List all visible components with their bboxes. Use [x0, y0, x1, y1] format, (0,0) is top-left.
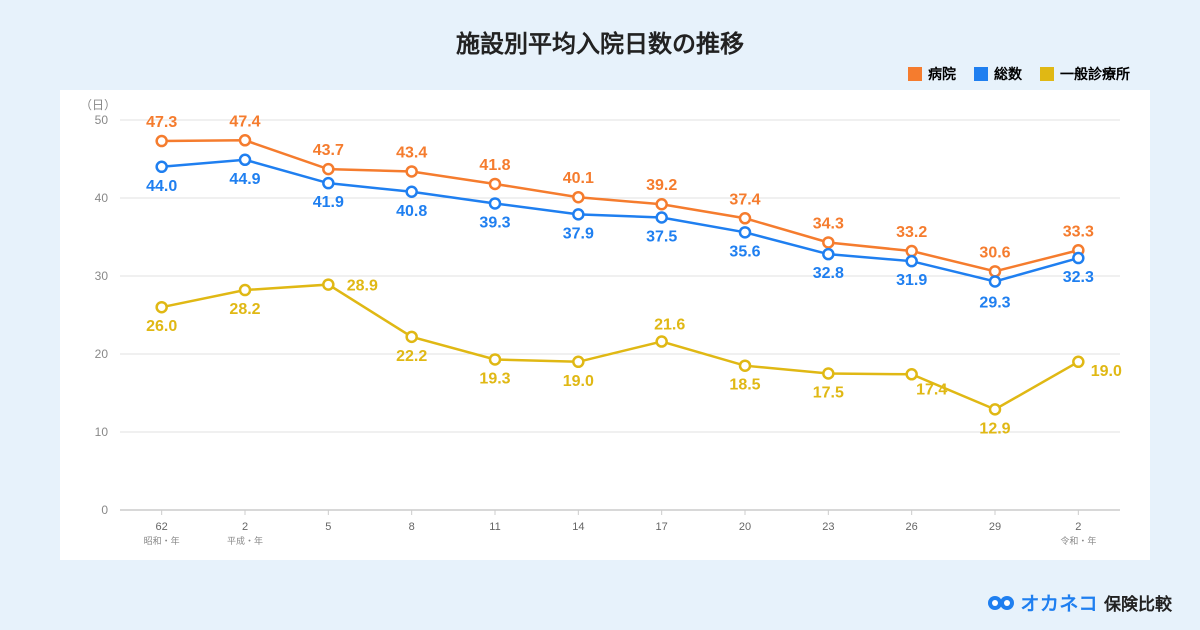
legend-item: 病院	[908, 64, 956, 84]
svg-text:37.4: 37.4	[729, 191, 760, 208]
svg-text:47.3: 47.3	[146, 114, 177, 131]
brand-mask-icon	[988, 594, 1014, 612]
svg-text:12.9: 12.9	[979, 420, 1010, 437]
svg-text:47.4: 47.4	[229, 113, 260, 130]
svg-text:22.2: 22.2	[396, 348, 427, 365]
svg-text:34.3: 34.3	[813, 215, 844, 232]
svg-text:26: 26	[906, 521, 918, 533]
legend-label: 一般診療所	[1060, 64, 1130, 84]
svg-text:26.0: 26.0	[146, 318, 177, 335]
svg-text:32.8: 32.8	[813, 265, 844, 282]
svg-text:19.3: 19.3	[479, 370, 510, 387]
svg-text:2: 2	[242, 521, 248, 533]
svg-text:41.8: 41.8	[479, 157, 510, 174]
svg-text:19.0: 19.0	[563, 373, 594, 390]
svg-text:20: 20	[95, 347, 109, 361]
svg-text:14: 14	[572, 521, 584, 533]
svg-text:33.3: 33.3	[1063, 223, 1094, 240]
svg-text:32.3: 32.3	[1063, 269, 1094, 286]
svg-text:19.0: 19.0	[1091, 363, 1122, 380]
svg-text:2: 2	[1075, 521, 1081, 533]
svg-text:5: 5	[325, 521, 331, 533]
brand-text-primary: オカネコ	[1020, 589, 1098, 616]
svg-text:30: 30	[95, 269, 109, 283]
svg-text:40.1: 40.1	[563, 170, 594, 187]
chart-title: 施設別平均入院日数の推移	[0, 24, 1200, 59]
legend-swatch	[1040, 67, 1054, 81]
svg-text:29.3: 29.3	[979, 294, 1010, 311]
svg-text:0: 0	[101, 503, 108, 517]
svg-text:29: 29	[989, 521, 1001, 533]
svg-text:17.5: 17.5	[813, 385, 844, 402]
svg-text:21.6: 21.6	[654, 317, 685, 334]
legend: 病院 総数 一般診療所	[908, 64, 1130, 84]
chart-panel: （日） 0102030405062昭和・年2平成・年58111417202326…	[60, 90, 1150, 560]
svg-text:23: 23	[822, 521, 834, 533]
svg-text:令和・年: 令和・年	[1060, 535, 1096, 546]
svg-text:40: 40	[95, 191, 109, 205]
svg-text:8: 8	[409, 521, 415, 533]
legend-label: 総数	[994, 64, 1022, 84]
svg-text:昭和・年: 昭和・年	[144, 535, 180, 546]
svg-text:10: 10	[95, 425, 109, 439]
svg-text:37.9: 37.9	[563, 225, 594, 242]
svg-text:37.5: 37.5	[646, 229, 677, 246]
svg-text:28.2: 28.2	[229, 301, 260, 318]
svg-text:20: 20	[739, 521, 751, 533]
svg-text:39.3: 39.3	[479, 214, 510, 231]
svg-text:18.5: 18.5	[729, 377, 760, 394]
line-chart: 0 10 20 30 40 50 62 昭和・年 2 平成・年 5 8 11 14 17 20 23 26 29 2 令…	[60, 90, 1150, 560]
svg-text:33.2: 33.2	[896, 224, 927, 241]
svg-text:平成・年: 平成・年	[227, 535, 263, 546]
brand-logo: オカネコ 保険比較	[988, 589, 1172, 616]
svg-text:43.4: 43.4	[396, 144, 427, 161]
svg-text:62: 62	[156, 521, 168, 533]
svg-text:44.9: 44.9	[229, 171, 260, 188]
legend-swatch	[974, 67, 988, 81]
svg-text:17.4: 17.4	[916, 381, 947, 398]
svg-text:30.6: 30.6	[979, 244, 1010, 261]
svg-text:43.7: 43.7	[313, 142, 344, 159]
svg-text:40.8: 40.8	[396, 203, 427, 220]
svg-text:28.9: 28.9	[347, 278, 378, 295]
svg-text:44.0: 44.0	[146, 178, 177, 195]
legend-item: 総数	[974, 64, 1022, 84]
legend-label: 病院	[928, 64, 956, 84]
svg-text:39.2: 39.2	[646, 177, 677, 194]
legend-item: 一般診療所	[1040, 64, 1130, 84]
brand-text-secondary: 保険比較	[1104, 590, 1172, 615]
svg-text:17: 17	[656, 521, 668, 533]
svg-text:41.9: 41.9	[313, 194, 344, 211]
svg-text:35.6: 35.6	[729, 243, 760, 260]
legend-swatch	[908, 67, 922, 81]
svg-text:50: 50	[95, 113, 109, 127]
svg-text:31.9: 31.9	[896, 272, 927, 289]
svg-text:11: 11	[489, 521, 500, 533]
